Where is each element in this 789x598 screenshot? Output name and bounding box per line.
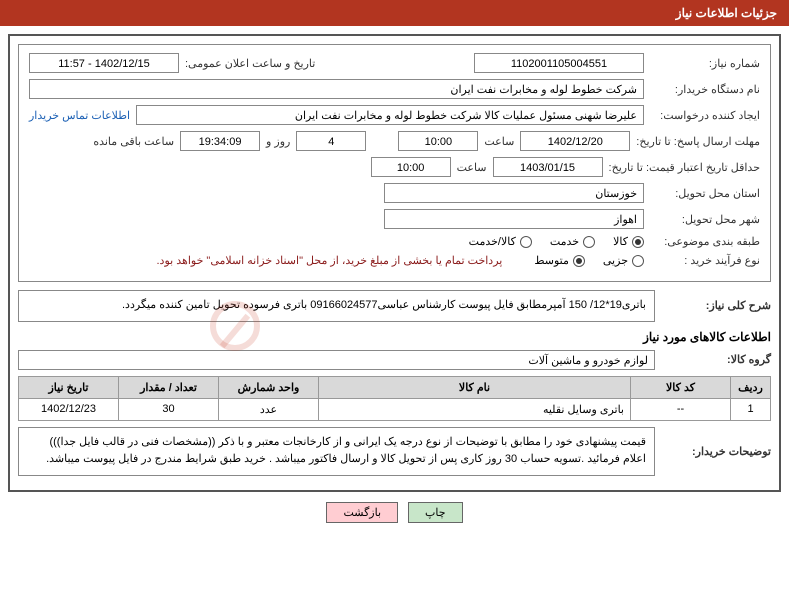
print-button[interactable]: چاپ bbox=[408, 502, 463, 523]
goods-group-label: گروه کالا: bbox=[661, 353, 771, 366]
th-qty: تعداد / مقدار bbox=[119, 376, 219, 398]
th-name: نام کالا bbox=[319, 376, 631, 398]
radio-partial-label: جزیی bbox=[603, 254, 628, 267]
city-value: اهواز bbox=[384, 209, 644, 229]
requester-label: ایجاد کننده درخواست: bbox=[650, 109, 760, 122]
buyer-org-value: شرکت خطوط لوله و مخابرات نفت ایران bbox=[29, 79, 644, 99]
td-idx: 1 bbox=[731, 398, 771, 420]
time-label-2: ساعت bbox=[457, 161, 487, 174]
buyer-org-label: نام دستگاه خریدار: bbox=[650, 83, 760, 96]
remaining-hours: 19:34:09 bbox=[180, 131, 260, 151]
td-qty: 30 bbox=[119, 398, 219, 420]
announce-value: 1402/12/15 - 11:57 bbox=[29, 53, 179, 73]
payment-note: پرداخت تمام یا بخشی از مبلغ خرید، از محل… bbox=[157, 254, 503, 267]
td-unit: عدد bbox=[219, 398, 319, 420]
table-header-row: ردیف کد کالا نام کالا واحد شمارش تعداد /… bbox=[19, 376, 771, 398]
subject-radio-group: کالا خدمت کالا/خدمت bbox=[469, 235, 644, 248]
buyer-notes-box: قیمت پیشنهادی خود را مطابق با توضیحات از… bbox=[18, 427, 655, 476]
radio-both-circle bbox=[520, 236, 532, 248]
buyer-contact-link[interactable]: اطلاعات تماس خریدار bbox=[29, 109, 130, 122]
td-code: -- bbox=[631, 398, 731, 420]
min-validity-date: 1403/01/15 bbox=[493, 157, 603, 177]
page-title: جزئیات اطلاعات نیاز bbox=[676, 6, 777, 20]
radio-goods-label: کالا bbox=[613, 235, 628, 248]
purchase-type-label: نوع فرآیند خرید : bbox=[650, 254, 760, 267]
buyer-notes-label: توضیحات خریدار: bbox=[661, 445, 771, 458]
general-desc-label: شرح کلی نیاز: bbox=[661, 299, 771, 312]
deadline-reply-time: 10:00 bbox=[398, 131, 478, 151]
radio-medium-circle bbox=[573, 255, 585, 267]
td-name: باتری وسایل نقلیه bbox=[319, 398, 631, 420]
requester-value: علیرضا شهنی مسئول عملیات کالا شرکت خطوط … bbox=[136, 105, 644, 125]
need-no-label: شماره نیاز: bbox=[650, 57, 760, 70]
general-desc-box: باتری19*12/ 150 آمپرمطابق فایل پیوست کار… bbox=[18, 290, 655, 322]
radio-partial-circle bbox=[632, 255, 644, 267]
items-table: ردیف کد کالا نام کالا واحد شمارش تعداد /… bbox=[18, 376, 771, 421]
th-code: کد کالا bbox=[631, 376, 731, 398]
days-and-label: روز و bbox=[266, 135, 290, 148]
radio-goods-circle bbox=[632, 236, 644, 248]
deadline-reply-label: مهلت ارسال پاسخ: تا تاریخ: bbox=[636, 135, 760, 148]
radio-partial[interactable]: جزیی bbox=[603, 254, 644, 267]
city-label: شهر محل تحویل: bbox=[650, 213, 760, 226]
purchase-type-radio-group: جزیی متوسط bbox=[534, 254, 644, 267]
details-frame: شماره نیاز: 1102001105004551 تاریخ و ساع… bbox=[18, 44, 771, 282]
time-label-1: ساعت bbox=[484, 135, 514, 148]
th-unit: واحد شمارش bbox=[219, 376, 319, 398]
radio-both-label: کالا/خدمت bbox=[469, 235, 516, 248]
main-frame: شماره نیاز: 1102001105004551 تاریخ و ساع… bbox=[8, 34, 781, 492]
radio-medium-label: متوسط bbox=[534, 254, 569, 267]
radio-service-circle bbox=[583, 236, 595, 248]
table-row: 1 -- باتری وسایل نقلیه عدد 30 1402/12/23 bbox=[19, 398, 771, 420]
province-value: خوزستان bbox=[384, 183, 644, 203]
announce-label: تاریخ و ساعت اعلان عمومی: bbox=[185, 57, 315, 70]
province-label: استان محل تحویل: bbox=[650, 187, 760, 200]
goods-group-value: لوازم خودرو و ماشین آلات bbox=[18, 350, 655, 370]
subject-class-label: طبقه بندی موضوعی: bbox=[650, 235, 760, 248]
back-button[interactable]: بازگشت bbox=[326, 502, 398, 523]
radio-both[interactable]: کالا/خدمت bbox=[469, 235, 532, 248]
page-header: جزئیات اطلاعات نیاز bbox=[0, 0, 789, 26]
remaining-label: ساعت باقی مانده bbox=[93, 135, 174, 148]
radio-goods[interactable]: کالا bbox=[613, 235, 644, 248]
min-validity-label: حداقل تاریخ اعتبار قیمت: تا تاریخ: bbox=[609, 161, 760, 174]
deadline-reply-date: 1402/12/20 bbox=[520, 131, 630, 151]
radio-service-label: خدمت bbox=[550, 235, 579, 248]
footer-buttons: چاپ بازگشت bbox=[0, 502, 789, 523]
radio-service[interactable]: خدمت bbox=[550, 235, 595, 248]
min-validity-time: 10:00 bbox=[371, 157, 451, 177]
days-count: 4 bbox=[296, 131, 366, 151]
th-row: ردیف bbox=[731, 376, 771, 398]
items-section-title: اطلاعات کالاهای مورد نیاز bbox=[18, 330, 771, 344]
radio-medium[interactable]: متوسط bbox=[534, 254, 585, 267]
td-need-date: 1402/12/23 bbox=[19, 398, 119, 420]
need-no-value: 1102001105004551 bbox=[474, 53, 644, 73]
th-need-date: تاریخ نیاز bbox=[19, 376, 119, 398]
